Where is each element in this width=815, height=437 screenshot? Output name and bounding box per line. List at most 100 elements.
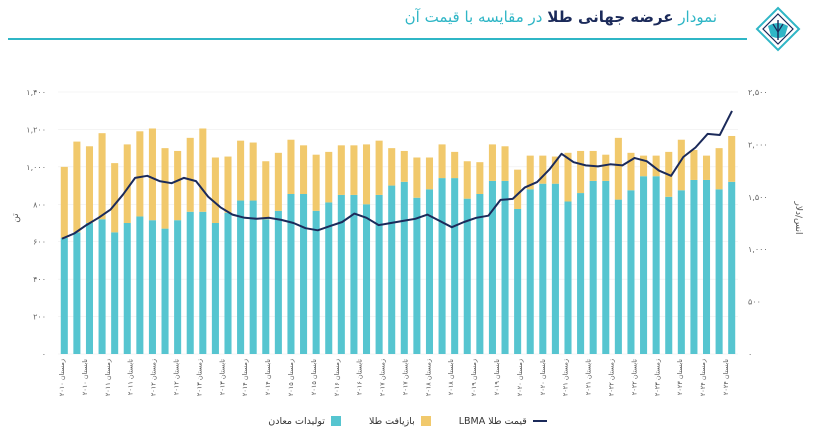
x-tick-label: تابستان ۲۰۱۲ xyxy=(172,359,180,395)
bar-recycle xyxy=(438,144,446,179)
bar-mine xyxy=(199,211,207,354)
left-axis-ticks: ۰ ۲۰۰ ۴۰۰ ۶۰۰ ۸۰۰ ۱,۰۰۰ ۱,۲۰۰ ۱,۴۰۰ xyxy=(26,88,46,359)
left-axis-label: تن xyxy=(11,213,21,223)
legend-label-price: قیمت طلا LBMA xyxy=(458,415,527,427)
bar-recycle xyxy=(60,166,68,238)
bar-mine xyxy=(690,179,698,354)
bar-recycle xyxy=(136,131,144,217)
bar-mine xyxy=(174,220,182,354)
left-tick-label: ۶۰۰ xyxy=(33,238,46,247)
bar-mine xyxy=(514,208,522,354)
x-tick-label: تابستان ۲۰۲۱ xyxy=(585,359,593,395)
legend-item-price: قیمت طلا LBMA xyxy=(459,411,547,431)
x-tick-label: تابستان ۲۰۱۸ xyxy=(447,359,455,395)
right-tick-label: ۲,۰۰۰ xyxy=(748,140,768,149)
x-tick-label: تابستان ۲۰۱۴ xyxy=(264,359,272,395)
legend-item-recycle: بازیافت طلا xyxy=(369,411,431,431)
bar-recycle xyxy=(677,139,685,191)
left-tick-label: ۱,۴۰۰ xyxy=(26,88,46,97)
bar-mine xyxy=(136,216,144,354)
bar-mine xyxy=(425,189,434,354)
bar-mine xyxy=(715,189,723,354)
bar-mine xyxy=(652,176,660,354)
x-tick-label: تابستان ۲۰۱۱ xyxy=(127,359,135,395)
bar-recycle xyxy=(400,150,408,182)
bar-recycle xyxy=(186,137,194,212)
bar-recycle xyxy=(249,142,257,201)
bar-recycle xyxy=(362,144,371,205)
right-tick-label: ۱,۰۰۰ xyxy=(748,245,768,254)
series-line-price xyxy=(61,110,733,240)
bar-recycle xyxy=(98,133,106,220)
right-tick-label: ۲,۵۰۰ xyxy=(748,88,768,97)
bar-mine xyxy=(614,199,622,354)
x-tick-label: تابستان ۲۰۱۳ xyxy=(218,359,226,395)
bar-recycle xyxy=(325,151,333,203)
right-axis-label: انس/دلار xyxy=(793,201,803,235)
bar-recycle xyxy=(539,155,547,184)
x-tick-label: تابستان ۲۰۱۰ xyxy=(81,359,89,395)
x-tick-label: زمستان ۲۰۱۱ xyxy=(104,359,112,396)
bar-recycle xyxy=(476,162,484,194)
x-tick-label: تابستان ۲۰۱۷ xyxy=(401,359,409,395)
chart-title: نمودار عرضه جهانی طلا در مقایسه با قیمت … xyxy=(405,8,717,26)
bar-mine xyxy=(488,180,496,354)
title-part-2: عرضه جهانی طلا xyxy=(547,8,674,26)
bar-recycle xyxy=(174,150,182,221)
bar-recycle xyxy=(702,155,711,180)
bar-recycle xyxy=(614,137,622,200)
bar-recycle xyxy=(199,128,207,212)
chart-legend: قیمت طلا LBMA بازیافت طلا تولیدات معادن xyxy=(0,411,815,431)
bar-recycle xyxy=(211,157,219,223)
x-axis-ticks: زمستان ۲۰۱۰ تابستان ۲۰۱۰ زمستان ۲۰۱۱ تابستا… xyxy=(58,359,730,396)
title-part-1: نمودار xyxy=(678,8,717,26)
bar-mine xyxy=(577,193,585,354)
x-tick-label: تابستان ۲۰۱۶ xyxy=(356,359,364,395)
bar-mine xyxy=(640,176,648,354)
bar-recycle xyxy=(161,148,169,229)
bar-mine xyxy=(400,181,408,354)
bar-recycle xyxy=(602,154,610,181)
bar-mine xyxy=(325,202,333,354)
bar-recycle xyxy=(300,145,308,194)
bar-recycle xyxy=(564,152,572,202)
bar-mine xyxy=(350,194,358,354)
bar-recycle xyxy=(577,150,585,194)
bar-recycle xyxy=(463,161,471,199)
title-part-3: در مقایسه با قیمت آن xyxy=(404,8,543,26)
x-tick-label: زمستان ۲۰۱۶ xyxy=(333,359,341,396)
x-tick-label: زمستان ۲۰۱۴ xyxy=(241,359,249,396)
bar-mine xyxy=(262,219,270,354)
bar-mine xyxy=(438,178,446,354)
bar-recycle xyxy=(501,146,509,181)
bar-recycle xyxy=(85,146,94,223)
bar-mine xyxy=(375,194,383,354)
x-tick-label: زمستان ۲۰۱۸ xyxy=(424,359,432,396)
title-divider xyxy=(8,38,747,40)
bar-recycle xyxy=(148,128,156,221)
x-tick-label: تابستان ۲۰۱۹ xyxy=(493,359,501,395)
bar-recycle xyxy=(350,145,358,195)
bar-recycle xyxy=(287,139,295,194)
bar-recycle xyxy=(728,135,736,182)
brand-logo-icon xyxy=(755,6,801,52)
chart-grid xyxy=(58,91,738,355)
bar-recycle xyxy=(312,154,320,211)
price-line-group xyxy=(61,110,733,240)
bar-recycle xyxy=(224,156,232,213)
bar-recycle xyxy=(337,145,345,195)
legend-label-recycle: بازیافت طلا xyxy=(368,415,415,427)
x-tick-label: زمستان ۲۰۲۲ xyxy=(608,359,616,396)
bar-mine xyxy=(564,201,572,354)
bar-recycle xyxy=(488,144,496,181)
bar-mine xyxy=(249,200,257,354)
bar-recycle xyxy=(690,150,698,180)
left-tick-label: ۰ xyxy=(42,350,46,359)
x-tick-label: زمستان ۲۰۱۰ xyxy=(58,359,66,396)
right-tick-label: ۵۰۰ xyxy=(748,298,761,307)
x-tick-label: زمستان ۲۰۱۵ xyxy=(287,359,295,396)
bar-mine xyxy=(728,181,736,354)
bar-mine xyxy=(85,223,94,354)
bar-mine xyxy=(98,219,106,354)
bar-mine xyxy=(111,232,119,354)
